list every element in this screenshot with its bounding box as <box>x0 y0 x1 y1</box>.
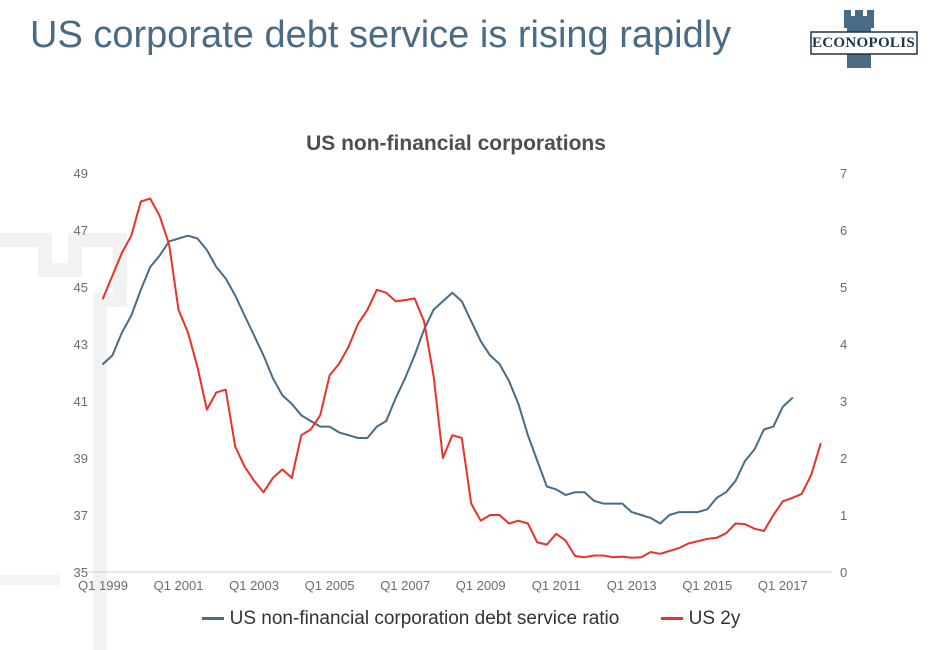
legend-item-us2y: US 2y <box>660 607 741 630</box>
chart-title: US non-financial corporations <box>306 132 606 155</box>
y-left-tick-label: 39 <box>74 451 88 466</box>
y-right-tick-label: 5 <box>840 280 847 295</box>
x-tick-label: Q1 2011 <box>532 578 581 593</box>
y-right-tick-label: 3 <box>840 394 847 409</box>
legend-label-ratio: US non-financial corporation debt servic… <box>229 607 620 629</box>
legend: US non-financial corporation debt servic… <box>0 604 942 630</box>
legend-swatch-us2y <box>660 617 683 620</box>
x-tick-label: Q1 2003 <box>229 578 279 593</box>
x-tick-label: Q1 2005 <box>305 578 355 593</box>
legend-swatch-ratio <box>201 617 224 620</box>
y-right-tick-label: 2 <box>840 451 847 466</box>
x-tick-label: Q1 2013 <box>607 578 657 593</box>
y-left-tick-label: 43 <box>74 337 88 352</box>
x-tick-label: Q1 2007 <box>380 578 430 593</box>
x-tick-label: Q1 2017 <box>758 578 808 593</box>
econopolis-logo <box>810 10 918 68</box>
y-right-tick-label: 7 <box>840 166 847 181</box>
y-left-tick-label: 35 <box>74 565 88 580</box>
y-left-tick-label: 41 <box>74 394 88 409</box>
y-right-tick-label: 0 <box>840 565 847 580</box>
legend-item-ratio: US non-financial corporation debt servic… <box>201 607 620 630</box>
y-left-tick-label: 47 <box>74 223 88 238</box>
y-left-tick-label: 37 <box>74 508 88 523</box>
y-right-tick-label: 4 <box>840 337 847 352</box>
background-tower-watermark <box>0 233 127 650</box>
series-line-us-2y <box>102 197 822 559</box>
x-tick-label: Q1 1999 <box>78 578 128 593</box>
y-right-tick-label: 1 <box>840 508 847 523</box>
x-tick-label: Q1 2009 <box>456 578 506 593</box>
slide-title: US corporate debt service is rising rapi… <box>30 14 732 56</box>
logo-text: ECONOPOLIS <box>812 35 916 51</box>
y-right-tick-label: 6 <box>840 223 847 238</box>
y-left-tick-label: 49 <box>74 166 88 181</box>
x-tick-label: Q1 2001 <box>154 578 204 593</box>
series-layer <box>102 197 822 559</box>
x-tick-label: Q1 2015 <box>682 578 732 593</box>
legend-label-us2y: US 2y <box>688 607 741 629</box>
y-left-tick-label: 45 <box>74 280 88 295</box>
series-line-debt-service-ratio <box>102 234 794 525</box>
